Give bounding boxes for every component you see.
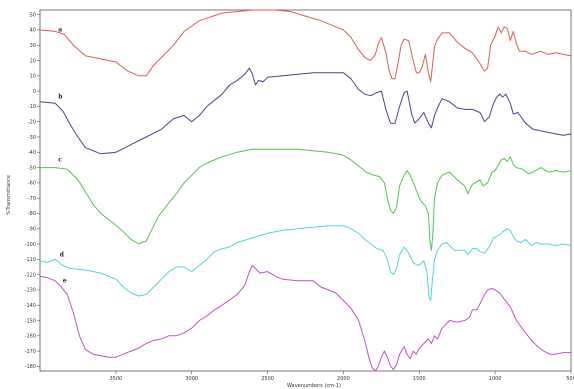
x-tick-label: 500 — [566, 376, 574, 382]
series-label-e: e — [63, 277, 67, 284]
y-axis-title: %Transmittance — [6, 175, 12, 215]
y-tick-label: -170 — [25, 349, 36, 355]
y-tick-label: -140 — [25, 303, 36, 309]
x-tick-label: 1000 — [489, 376, 502, 382]
series-label-c: c — [58, 156, 62, 163]
y-tick-label: -150 — [25, 318, 36, 324]
y-tick-label: -100 — [25, 242, 36, 248]
y-tick-label: 20 — [30, 58, 36, 64]
y-tick-label: -120 — [25, 272, 36, 278]
y-tick-label: -50 — [28, 165, 36, 171]
x-tick-label: 2000 — [337, 376, 350, 382]
series-line-e — [39, 265, 571, 372]
series-line-b — [39, 67, 572, 155]
y-tick-label: 50 — [30, 12, 36, 18]
axes: 50 40 30 20 10 0 -10 -20 -30 -40 -50 -60 -70 -80 -90 -1… — [25, 9, 574, 382]
y-tick-label: 0 — [33, 89, 36, 95]
y-tick-label: -110 — [25, 257, 36, 263]
y-tick-label: -20 — [28, 119, 36, 125]
plot-frame — [39, 9, 572, 372]
series-group — [39, 9, 572, 372]
y-tick-label: 40 — [30, 28, 36, 34]
x-tick-label: 3500 — [109, 376, 122, 382]
series-label-b: b — [58, 94, 62, 101]
y-tick-label: -10 — [28, 104, 36, 110]
y-tick-label: -90 — [28, 227, 36, 233]
series-label-a: a — [58, 26, 62, 33]
y-tick-label: -160 — [25, 334, 36, 340]
y-tick-label: -70 — [28, 196, 36, 202]
y-tick-label: -130 — [25, 288, 36, 294]
y-tick-label: -60 — [28, 181, 36, 187]
x-tick-label: 2500 — [261, 376, 274, 382]
series-line-c — [40, 148, 572, 251]
x-tick-label: 1500 — [413, 376, 426, 382]
y-tick-label: 10 — [30, 74, 36, 80]
series-labels: a b c d e — [58, 26, 67, 284]
y-tick-label: -30 — [28, 135, 36, 141]
y-tick-label: -40 — [28, 150, 36, 156]
series-line-a — [39, 9, 572, 83]
x-axis-title: Wavenumbers (cm-1) — [287, 383, 341, 389]
y-tick-label: -180 — [25, 364, 36, 370]
y-tick-label: -80 — [28, 211, 36, 217]
series-line-d — [39, 225, 572, 302]
y-tick-label: 30 — [30, 43, 36, 49]
series-label-d: d — [60, 251, 65, 258]
x-tick-label: 3000 — [185, 376, 198, 382]
